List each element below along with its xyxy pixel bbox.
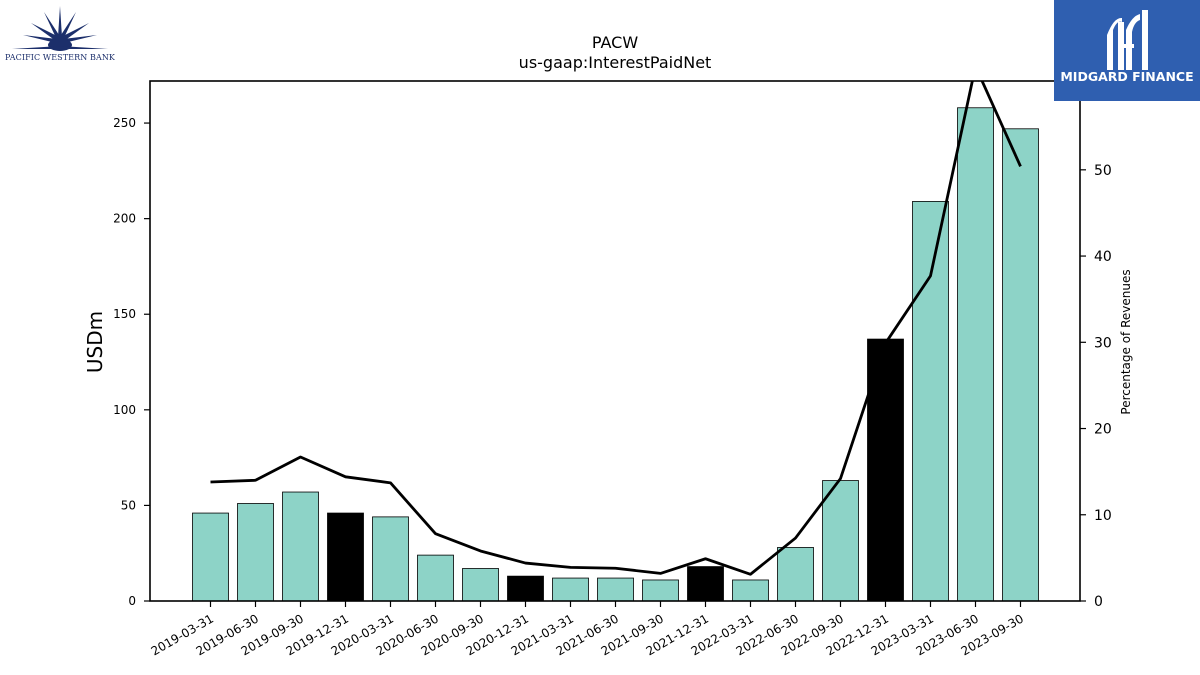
bars-layer [192,107,1039,601]
bar-2023-06-30 [957,107,994,601]
y2-tick-label-0: 0 [1094,594,1103,610]
midgard-logo-icon [1107,10,1148,70]
midgard-finance-logo: MIDGARD FINANCE [1054,0,1200,101]
y2-tick-label-50: 50 [1094,163,1112,179]
sunburst-icon [12,6,108,51]
y2-axis-label: Percentage of Revenues [1119,269,1133,414]
bar-2021-06-30 [597,577,634,601]
y2-tick-label-40: 40 [1094,249,1112,265]
pacific-western-bank-logo: PACIFIC WESTERN BANK [0,0,122,70]
bar-2021-09-30 [642,579,679,601]
y-tick-label-150: 150 [113,307,136,321]
y-tick-label-50: 50 [121,498,136,512]
brand-right-name: MIDGARD FINANCE [1060,69,1194,84]
bar-2020-03-31 [372,516,409,601]
bar-2021-12-31 [687,566,724,601]
bar-2019-09-30 [282,491,319,601]
bar-2022-06-30 [777,547,814,601]
bar-2020-09-30 [462,568,499,601]
bar-2020-12-31 [507,575,544,601]
y2-tick-label-10: 10 [1094,508,1112,524]
y2-tick-label-30: 30 [1094,335,1112,351]
y-tick-label-200: 200 [113,212,136,226]
bar-2019-06-30 [237,503,274,601]
bar-2019-12-31 [327,512,364,601]
bar-2023-03-31 [912,201,949,601]
chart-subtitle: us-gaap:InterestPaidNet [519,53,712,72]
y-axis-label: USDm [83,311,107,373]
y-tick-label-100: 100 [113,403,136,417]
bar-2022-09-30 [822,480,859,601]
brand-left-name: PACIFIC WESTERN BANK [5,53,115,62]
y-tick-label-250: 250 [113,116,136,130]
y-tick-label-0: 0 [128,594,136,608]
bar-2019-03-31 [192,512,229,601]
bar-2023-09-30 [1002,128,1039,601]
chart-title: PACW [592,33,638,52]
y2-tick-label-20: 20 [1094,422,1112,438]
bar-2022-03-31 [732,579,769,601]
percentage-line [210,81,1022,576]
bar-2021-03-31 [552,577,589,601]
bar-2020-06-30 [417,554,454,601]
line-layer [210,81,1022,576]
